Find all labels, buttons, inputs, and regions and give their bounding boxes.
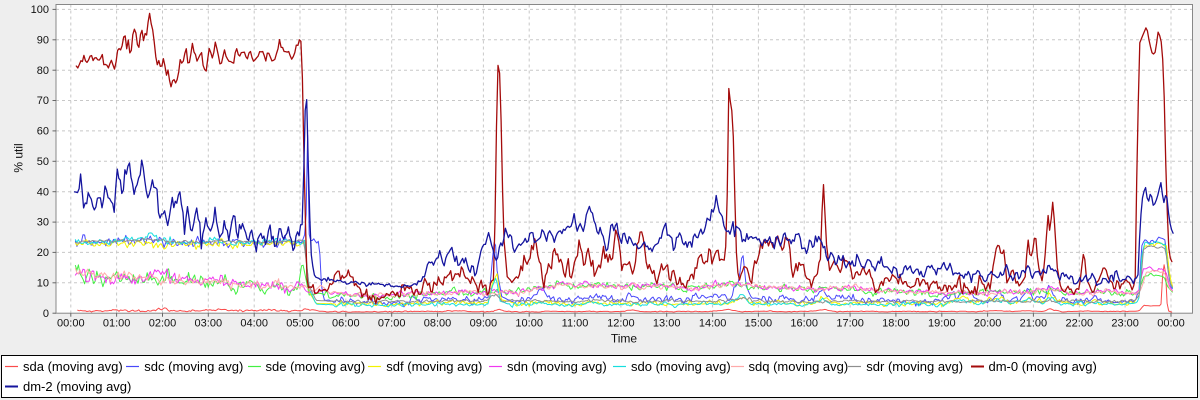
- svg-text:05:00: 05:00: [286, 318, 314, 330]
- svg-text:03:00: 03:00: [195, 318, 223, 330]
- svg-text:01:00: 01:00: [103, 318, 131, 330]
- svg-text:00:00: 00:00: [1157, 318, 1185, 330]
- svg-text:90: 90: [37, 34, 49, 46]
- svg-text:40: 40: [37, 186, 49, 198]
- svg-text:20:00: 20:00: [974, 318, 1002, 330]
- svg-text:17:00: 17:00: [836, 318, 864, 330]
- svg-text:23:00: 23:00: [1111, 318, 1139, 330]
- svg-text:80: 80: [37, 65, 49, 77]
- svg-text:02:00: 02:00: [149, 318, 177, 330]
- svg-text:70: 70: [37, 95, 49, 107]
- svg-text:60: 60: [37, 126, 49, 138]
- svg-text:50: 50: [37, 156, 49, 168]
- svg-text:14:00: 14:00: [699, 318, 727, 330]
- svg-text:22:00: 22:00: [1066, 318, 1094, 330]
- svg-text:12:00: 12:00: [607, 318, 635, 330]
- svg-text:06:00: 06:00: [332, 318, 360, 330]
- svg-text:100: 100: [31, 4, 49, 16]
- svg-text:10:00: 10:00: [515, 318, 543, 330]
- svg-text:00:00: 00:00: [57, 318, 85, 330]
- svg-text:0: 0: [43, 308, 49, 320]
- svg-text:08:00: 08:00: [424, 318, 452, 330]
- svg-text:Time: Time: [611, 332, 638, 346]
- svg-text:11:00: 11:00: [562, 318, 589, 330]
- svg-text:10: 10: [37, 277, 49, 289]
- svg-text:19:00: 19:00: [928, 318, 956, 330]
- svg-text:13:00: 13:00: [653, 318, 681, 330]
- svg-text:16:00: 16:00: [790, 318, 818, 330]
- svg-text:09:00: 09:00: [470, 318, 498, 330]
- svg-text:30: 30: [37, 217, 49, 229]
- svg-text:07:00: 07:00: [378, 318, 406, 330]
- svg-text:04:00: 04:00: [240, 318, 268, 330]
- svg-text:21:00: 21:00: [1020, 318, 1048, 330]
- svg-text:20: 20: [37, 247, 49, 259]
- svg-text:15:00: 15:00: [745, 318, 773, 330]
- svg-text:% util: % util: [12, 143, 26, 172]
- svg-text:18:00: 18:00: [882, 318, 910, 330]
